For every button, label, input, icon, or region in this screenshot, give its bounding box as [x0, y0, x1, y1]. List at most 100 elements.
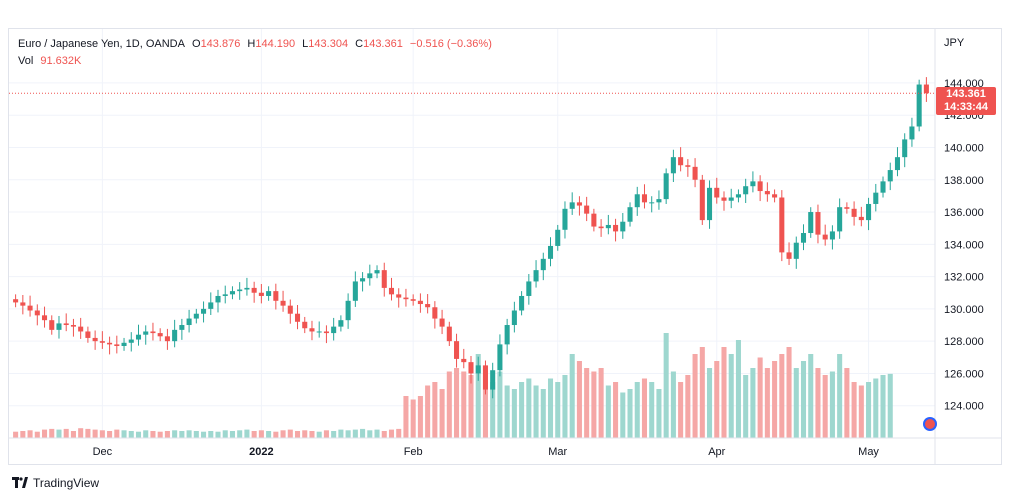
- candle-body: [309, 328, 315, 332]
- candle-body: [34, 310, 40, 316]
- volume-bar: [866, 382, 872, 438]
- low-label: L: [302, 38, 309, 50]
- volume-bar: [707, 368, 713, 438]
- candle-body: [128, 339, 134, 343]
- candle-body: [99, 341, 105, 343]
- volume-bar: [208, 431, 214, 438]
- volume-bar: [670, 371, 676, 438]
- volume-bar: [808, 354, 814, 438]
- candlesticks: [13, 77, 929, 399]
- candle-body: [482, 365, 488, 390]
- volume-bar: [107, 431, 113, 438]
- candle-body: [381, 270, 387, 288]
- price-axis-labels: 124.000 126.000 128.000 130.000 132.000 134.0…: [944, 78, 984, 413]
- price-tick-label: 136.000: [944, 207, 984, 219]
- candle-body: [714, 187, 720, 198]
- volume-bar: [432, 382, 438, 438]
- volume-bar: [468, 375, 474, 438]
- volume-bar: [388, 429, 395, 438]
- volume-bar: [490, 382, 496, 438]
- volume-bar: [873, 378, 879, 438]
- candle-body: [164, 336, 170, 342]
- volume-bar: [63, 428, 69, 438]
- volume-bar: [360, 428, 366, 438]
- candle-body: [519, 295, 525, 311]
- candle-body: [699, 179, 705, 221]
- brand-name: TradingView: [33, 476, 100, 490]
- candle-body: [641, 194, 648, 203]
- candle-body: [157, 333, 163, 337]
- volume-bar: [735, 340, 741, 438]
- volume-bars: [13, 333, 893, 438]
- candle-body: [605, 224, 611, 229]
- candle-body: [728, 197, 734, 201]
- candle-body: [562, 208, 568, 230]
- candle-body: [244, 287, 250, 290]
- candle-body: [374, 270, 380, 274]
- volume-bar: [331, 431, 337, 438]
- price-tick-label: 124.000: [944, 401, 984, 413]
- candle-body: [822, 234, 828, 240]
- price-tick-label: 134.000: [944, 239, 984, 251]
- volume-bar: [323, 430, 329, 438]
- candle-body: [526, 281, 532, 296]
- candle-body: [685, 165, 691, 167]
- candle-body: [649, 202, 655, 204]
- close-label: C: [355, 38, 364, 50]
- volume-bar: [576, 361, 582, 438]
- volume-bar: [858, 385, 864, 438]
- candle-body: [143, 331, 149, 335]
- volume-bar: [800, 361, 807, 438]
- candle-body: [916, 84, 922, 127]
- candle-body: [670, 157, 676, 174]
- volume-bar: [461, 371, 467, 438]
- volume-bar: [237, 430, 243, 438]
- candle-body: [85, 331, 91, 338]
- candle-body: [468, 362, 474, 374]
- flag-icon[interactable]: [923, 417, 937, 431]
- candle-body: [107, 342, 113, 345]
- candle-body: [757, 181, 763, 192]
- volume-bar: [504, 385, 510, 438]
- candle-body: [707, 187, 713, 221]
- volume-bar: [641, 378, 648, 438]
- candle-body: [432, 307, 438, 319]
- candle-body: [533, 270, 539, 282]
- candle-body: [150, 331, 156, 334]
- candle-body: [266, 291, 272, 296]
- grid-lines: [9, 29, 935, 438]
- candle-body: [193, 313, 199, 319]
- time-tick-label: Dec: [93, 446, 113, 458]
- candle-body: [273, 291, 279, 301]
- candle-body: [598, 226, 604, 229]
- candle-body: [454, 341, 460, 359]
- candle-body: [627, 207, 633, 222]
- candle-body: [49, 320, 55, 330]
- candle-body: [555, 229, 561, 246]
- volume-bar: [396, 428, 402, 438]
- candle-body: [13, 299, 19, 303]
- candle-body: [923, 84, 929, 94]
- candle-body: [793, 242, 799, 259]
- candle-body: [338, 320, 344, 327]
- symbol-title[interactable]: Euro / Japanese Yen, 1D, OANDA: [18, 38, 185, 50]
- volume-bar: [454, 368, 460, 438]
- volume-label[interactable]: Vol: [18, 55, 34, 67]
- volume-bar: [425, 385, 431, 438]
- volume-bar: [620, 392, 626, 438]
- volume-bar: [34, 431, 40, 438]
- candle-body: [620, 221, 626, 232]
- brand[interactable]: TradingView: [12, 476, 99, 490]
- candle-body: [591, 213, 597, 227]
- volume-bar: [70, 431, 76, 438]
- price-tick-label: 126.000: [944, 368, 984, 380]
- candle-body: [403, 297, 409, 300]
- candle-body: [258, 292, 264, 296]
- volume-bar: [179, 431, 185, 438]
- volume-bar: [446, 371, 452, 438]
- candle-body: [186, 318, 192, 326]
- volume-bar: [837, 354, 843, 438]
- volume-bar: [519, 382, 525, 438]
- volume-bar: [475, 354, 481, 438]
